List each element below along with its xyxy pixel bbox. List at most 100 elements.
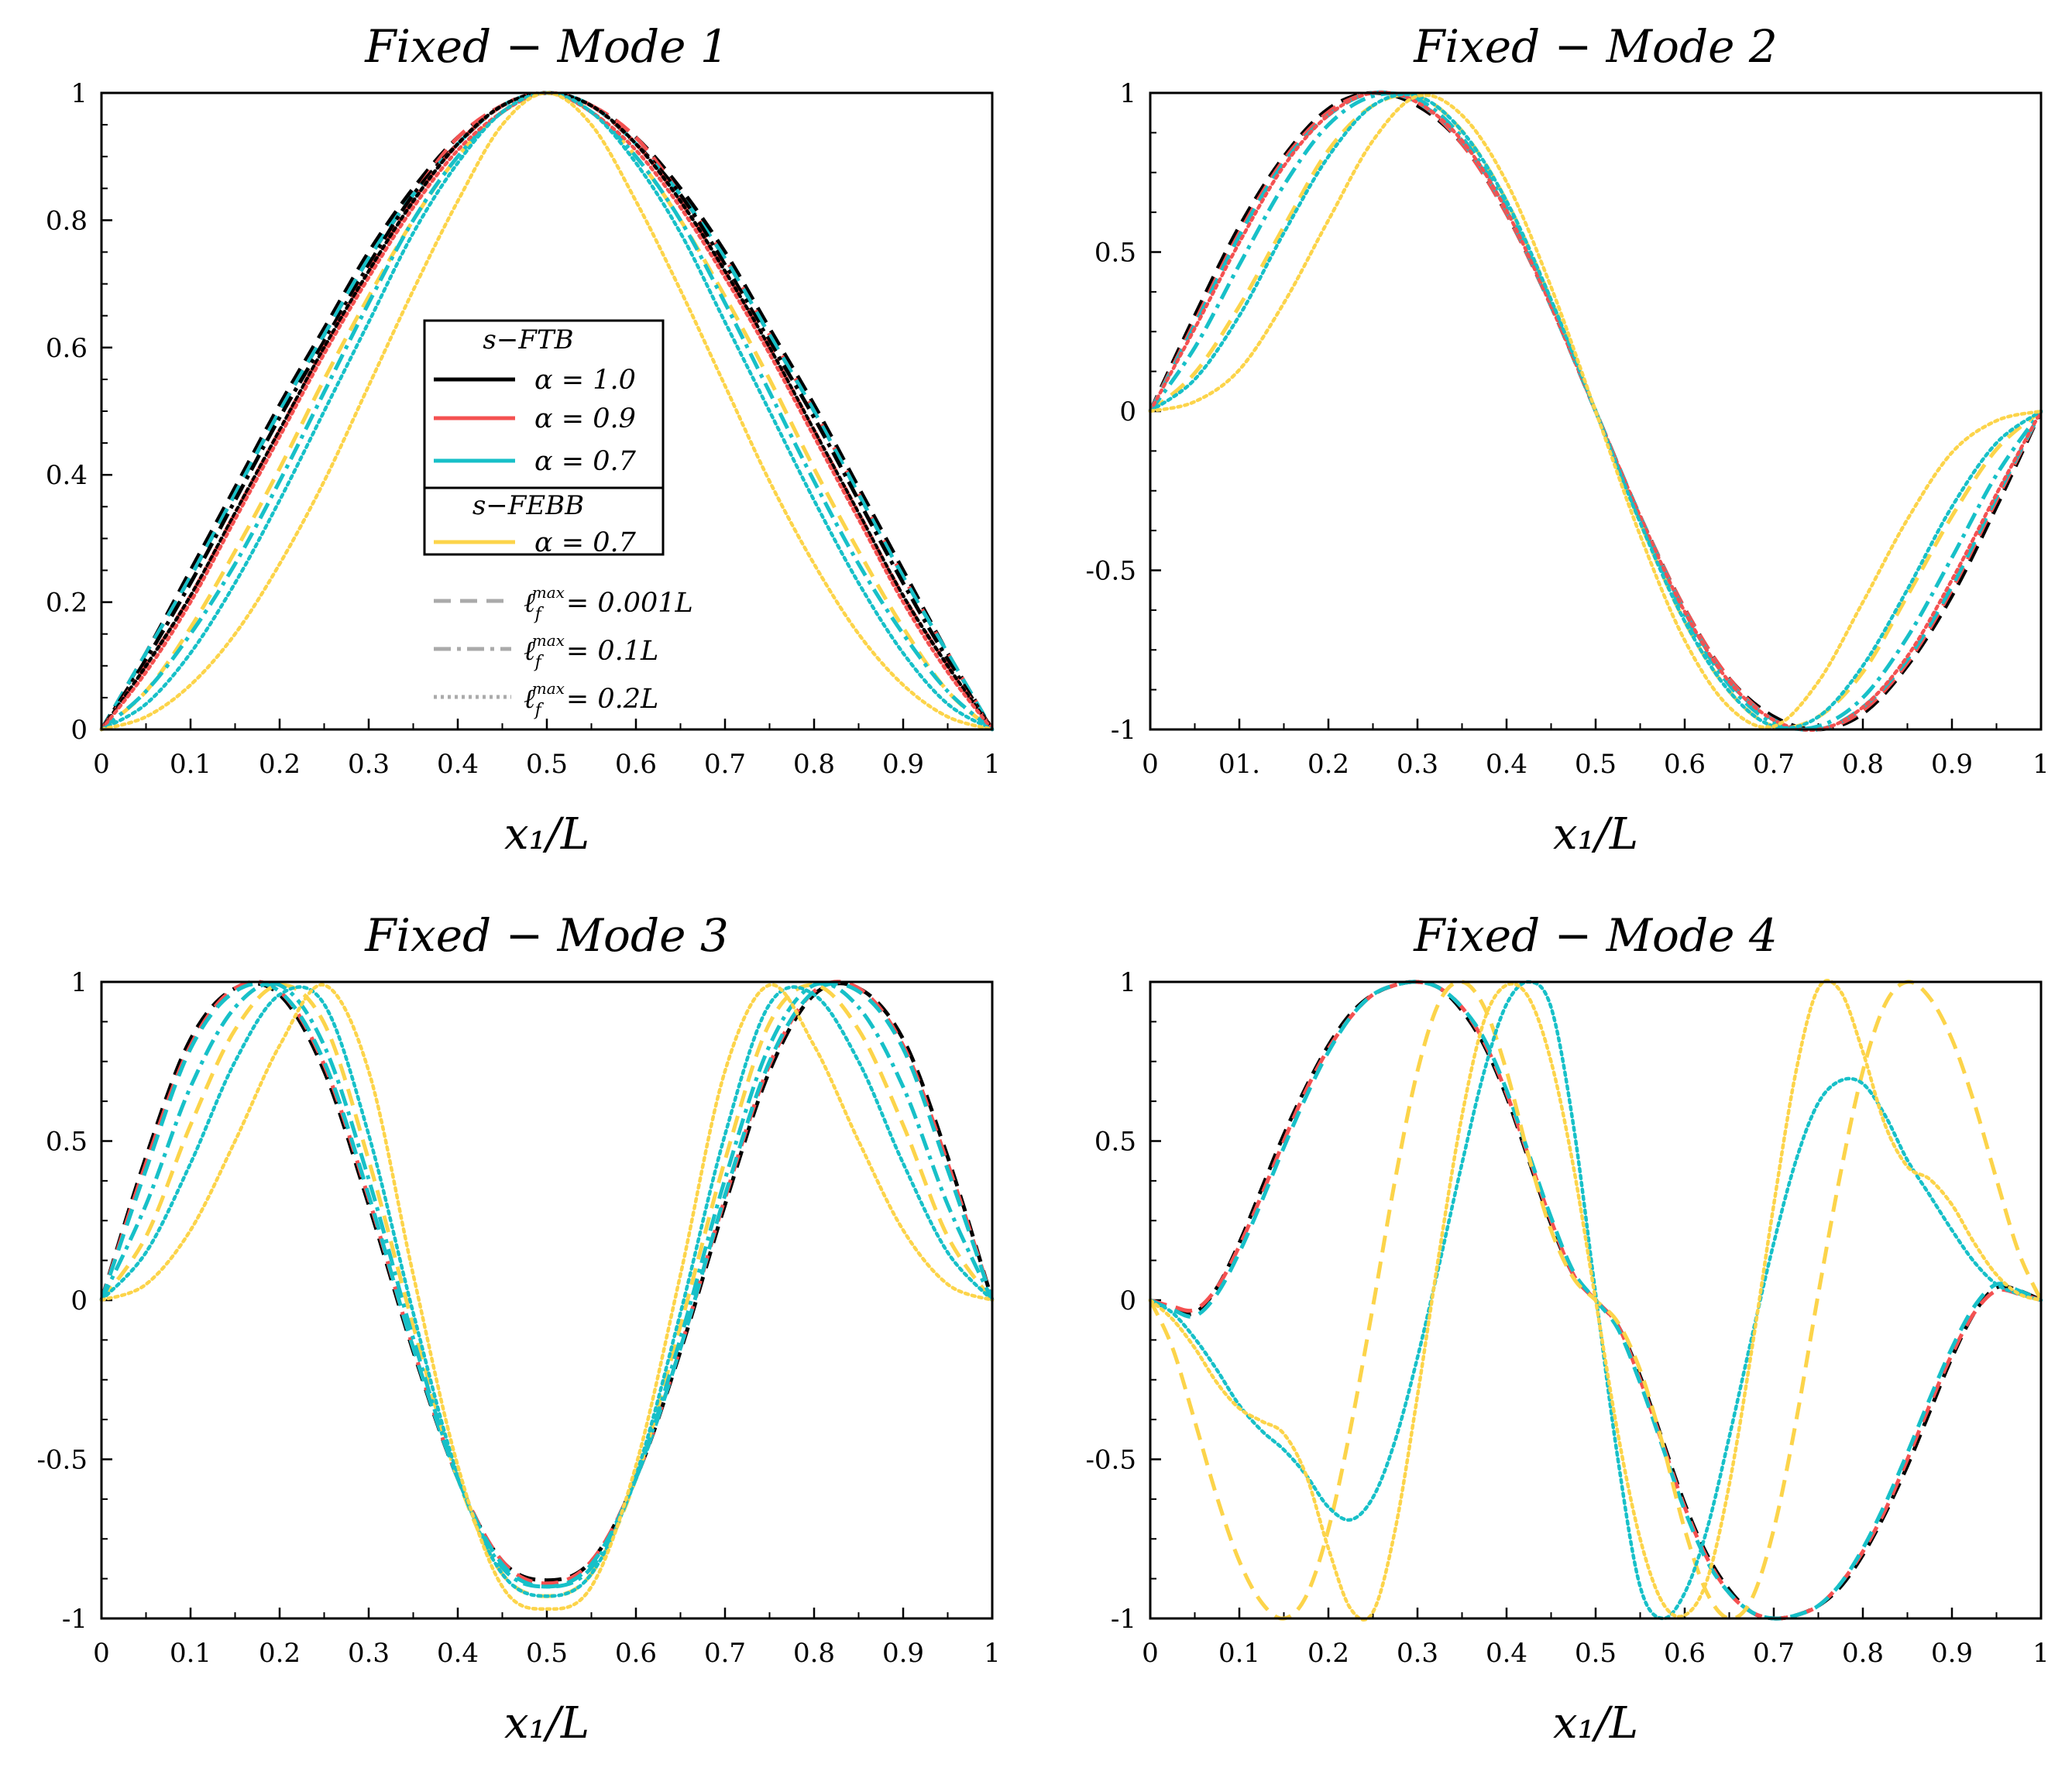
series-line bbox=[1149, 980, 2043, 1621]
panel-mode-2: Fixed − Mode 2 0 01. 0.2 0.3 0.4 0.5 0.6 0.7 0.8… bbox=[1085, 20, 2049, 860]
x-tick-label: 1 bbox=[2032, 749, 2050, 780]
legend: s−FTB α = 1.0 α = 0.9 α = 0.7 s−FEBB α =… bbox=[423, 319, 693, 720]
plot-frame bbox=[1149, 91, 2043, 731]
x-tick-label: 0.4 bbox=[437, 1638, 479, 1669]
legend-ell: ℓ bbox=[524, 636, 535, 667]
y-tick-label: 0 bbox=[1119, 396, 1136, 427]
x-tick-label: 0.1 bbox=[170, 1638, 211, 1669]
y-tick-label: 0.5 bbox=[46, 1127, 88, 1158]
x-axis-label: x₁/L bbox=[504, 1698, 589, 1749]
legend-linestyle-entry: ℓfmax= 0.1L bbox=[524, 631, 658, 672]
x-tick-label: 0.5 bbox=[1575, 749, 1617, 780]
x-tick-label: 0.9 bbox=[1931, 749, 1973, 780]
y-tick-label: 1 bbox=[1119, 967, 1136, 998]
x-tick-label: 0.9 bbox=[882, 749, 924, 780]
x-tick-label: 0.3 bbox=[348, 1638, 390, 1669]
y-tick-label: -0.5 bbox=[36, 1445, 88, 1476]
series-line bbox=[99, 981, 995, 1583]
y-tick-label: 1 bbox=[70, 967, 88, 998]
y-tick-label: 1 bbox=[70, 78, 88, 109]
x-axis-label: x₁/L bbox=[1553, 1698, 1638, 1749]
y-tick-label: -1 bbox=[62, 1604, 88, 1635]
ticks-layer: 0 0.1 0.2 0.3 0.4 0.5 0.6 0.7 0.8 0.9 1 -1 -0.5 0 0.5 1 bbox=[1085, 967, 2049, 1669]
panel-mode-1: Fixed − Mode 1 0 0.1 0.2 0.3 0.4 0.5 0.6 0.7 0.8… bbox=[46, 20, 1001, 860]
x-tick-label: 0.7 bbox=[704, 1638, 746, 1669]
x-tick-label: 0.3 bbox=[1397, 1638, 1438, 1669]
x-axis-label: x₁/L bbox=[504, 809, 589, 860]
legend-value: = 0.2L bbox=[566, 684, 658, 715]
legend-sup: max bbox=[532, 679, 565, 698]
legend-linestyle-entry: ℓfmax= 0.001L bbox=[524, 583, 693, 624]
x-tick-label: 0.3 bbox=[348, 749, 390, 780]
y-tick-label: 0.4 bbox=[46, 460, 88, 491]
y-tick-label: 0 bbox=[70, 1285, 88, 1316]
plot-frame bbox=[100, 91, 994, 731]
legend-entry: α = 1.0 bbox=[534, 365, 636, 396]
x-tick-label: 0.8 bbox=[1842, 1638, 1884, 1669]
series-line bbox=[1148, 979, 2043, 1622]
series-line bbox=[99, 980, 995, 1586]
curves-layer bbox=[99, 980, 995, 1611]
x-tick-label: 0.1 bbox=[170, 749, 211, 780]
x-tick-label: 1 bbox=[984, 749, 1001, 780]
legend-value: = 0.001L bbox=[566, 588, 693, 619]
legend-linestyle-entry: ℓfmax= 0.2L bbox=[524, 679, 658, 720]
x-tick-label: 0.5 bbox=[1575, 1638, 1617, 1669]
y-tick-label: 0 bbox=[1119, 1285, 1136, 1316]
x-tick-label: 0 bbox=[93, 1638, 110, 1669]
x-tick-label: 0.2 bbox=[1307, 1638, 1349, 1669]
ticks-layer: 0 01. 0.2 0.3 0.4 0.5 0.6 0.7 0.8 0.9 1 -1 -0.5 0 0.5 1 bbox=[1085, 78, 2049, 780]
x-tick-label: 0.7 bbox=[1753, 1638, 1795, 1669]
x-tick-label: 0.2 bbox=[1307, 749, 1349, 780]
x-tick-label: 0.8 bbox=[793, 749, 835, 780]
x-tick-label: 1 bbox=[984, 1638, 1001, 1669]
legend-group-title: s−FEBB bbox=[472, 490, 584, 521]
x-tick-label: 0.3 bbox=[1397, 749, 1438, 780]
x-tick-label: 0.2 bbox=[259, 1638, 301, 1669]
legend-sup: max bbox=[532, 631, 565, 650]
y-tick-label: 0.5 bbox=[1094, 1127, 1136, 1158]
x-tick-label: 0.9 bbox=[882, 1638, 924, 1669]
x-tick-label: 0 bbox=[1142, 749, 1159, 780]
x-tick-label: 0.5 bbox=[526, 1638, 568, 1669]
x-tick-label: 0.9 bbox=[1931, 1638, 1973, 1669]
x-tick-label: 0.8 bbox=[793, 1638, 835, 1669]
y-tick-label: 1 bbox=[1119, 78, 1136, 109]
panel-title: Fixed − Mode 1 bbox=[364, 20, 729, 73]
panel-mode-4: Fixed − Mode 4 0 0.1 0.2 0.3 0.4 0.5 0.6 0.7 0.8… bbox=[1085, 909, 2049, 1749]
panel-title: Fixed − Mode 4 bbox=[1413, 909, 1778, 962]
x-tick-label: 0.2 bbox=[259, 749, 301, 780]
x-tick-label: 1 bbox=[2032, 1638, 2050, 1669]
y-tick-label: -1 bbox=[1111, 1604, 1136, 1635]
y-tick-label: 0 bbox=[70, 715, 88, 746]
panel-title: Fixed − Mode 2 bbox=[1413, 20, 1778, 73]
x-tick-label: 0.6 bbox=[1664, 749, 1706, 780]
legend-group-title: s−FTB bbox=[483, 324, 573, 355]
legend-box bbox=[423, 319, 665, 556]
series-line bbox=[99, 983, 995, 1611]
panel-title: Fixed − Mode 3 bbox=[364, 909, 729, 962]
plot-frame bbox=[1149, 980, 2043, 1620]
legend-entry: α = 0.7 bbox=[534, 446, 637, 477]
x-tick-label: 0.7 bbox=[1753, 749, 1795, 780]
y-tick-label: 0.6 bbox=[46, 333, 88, 364]
series-line bbox=[99, 981, 995, 1589]
ticks-layer: 0 0.1 0.2 0.3 0.4 0.5 0.6 0.7 0.8 0.9 1 0 0.2 0.4 0.6 0… bbox=[46, 78, 1001, 780]
y-tick-label: 0.8 bbox=[46, 205, 88, 236]
y-tick-label: -0.5 bbox=[1085, 1445, 1136, 1476]
x-tick-label: 0 bbox=[93, 749, 110, 780]
x-tick-label: 0.7 bbox=[704, 749, 746, 780]
legend-entry: α = 0.9 bbox=[534, 403, 636, 434]
x-tick-label: 0.6 bbox=[615, 1638, 657, 1669]
x-tick-label: 0.6 bbox=[1664, 1638, 1706, 1669]
series-line bbox=[1148, 93, 2043, 729]
x-tick-label: 0.1 bbox=[1218, 1638, 1260, 1669]
panel-mode-3: Fixed − Mode 3 0 0.1 0.2 0.3 0.4 0.5 0.6 0.7 0.8… bbox=[36, 909, 1000, 1749]
legend-entry: α = 0.7 bbox=[534, 527, 637, 558]
legend-sup: max bbox=[532, 583, 565, 602]
legend-ell: ℓ bbox=[524, 588, 535, 619]
curves-layer bbox=[1148, 979, 2043, 1622]
y-tick-label: 0.5 bbox=[1094, 238, 1136, 269]
